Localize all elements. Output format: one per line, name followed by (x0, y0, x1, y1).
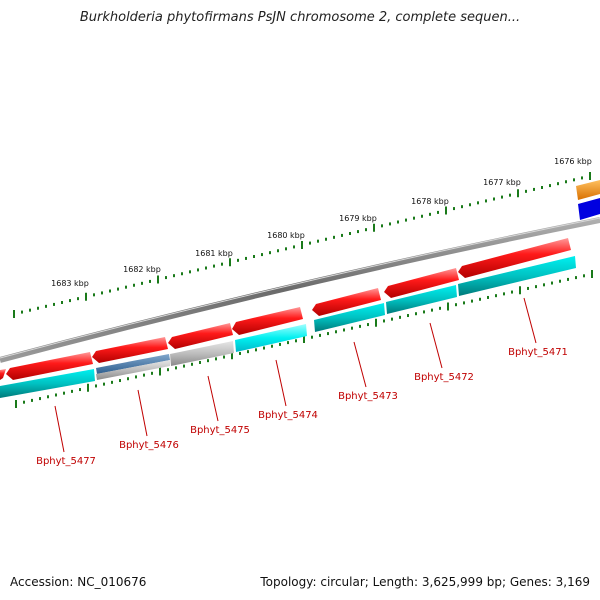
ruler-ticks-outer (13, 172, 591, 318)
map-title: Burkholderia phytofirmans PsJN chromosom… (79, 10, 521, 25)
gene-leader-line (353, 341, 367, 388)
kbp-tick-label: 1678 kbp (411, 197, 449, 206)
kbp-tick-label: 1676 kbp (554, 157, 592, 166)
gene-leader-line (54, 405, 65, 453)
cds-arrow[interactable] (168, 323, 233, 349)
gene-bar[interactable] (96, 354, 170, 374)
gene-leader-line (523, 297, 537, 344)
kbp-tick-label: 1683 kbp (51, 279, 89, 288)
gene-label[interactable]: Bphyt_5476 (119, 440, 179, 451)
kbp-tick-label: 1677 kbp (483, 178, 521, 187)
kbp-tick-label: 1681 kbp (195, 249, 233, 258)
kbp-tick-label: 1682 kbp (123, 265, 161, 274)
cds-arrow[interactable] (232, 307, 303, 335)
accession-label: Accession: NC_010676 (10, 575, 147, 589)
gene-label[interactable]: Bphyt_5475 (190, 425, 250, 436)
gene-bar[interactable] (0, 369, 95, 398)
cds-arrow[interactable] (6, 352, 93, 380)
gene-leader-line (429, 322, 443, 369)
gene-track (0, 256, 576, 398)
sequence-summary: Topology: circular; Length: 3,625,999 bp… (260, 575, 590, 589)
gene-label[interactable]: Bphyt_5471 (508, 347, 568, 358)
ruler-labels: 1676 kbp 1677 kbp 1678 kbp 1679 kbp 1680 kbp… (51, 157, 592, 288)
gene-bar[interactable] (170, 341, 234, 366)
kbp-tick-label: 1680 kbp (267, 231, 305, 240)
gene-label[interactable]: Bphyt_5474 (258, 410, 318, 421)
gene-leader-line (275, 359, 287, 407)
gene-label[interactable]: Bphyt_5473 (338, 391, 398, 402)
kbp-tick-label: 1679 kbp (339, 214, 377, 223)
gene-bar[interactable] (386, 285, 457, 314)
genome-backbone (0, 217, 600, 363)
blue-feature[interactable] (578, 198, 600, 220)
gene-leader-line (207, 375, 219, 422)
ruler-ticks-inner (15, 270, 593, 408)
gene-labels: Bphyt_5471 Bphyt_5472 Bphyt_5473 Bphyt_5474… (36, 297, 568, 467)
gene-bar[interactable] (96, 360, 170, 380)
genome-backbone-highlight (0, 217, 600, 359)
gene-bar[interactable] (458, 256, 576, 296)
cds-arrow[interactable] (312, 288, 381, 316)
gene-label[interactable]: Bphyt_5477 (36, 456, 96, 467)
gene-label[interactable]: Bphyt_5472 (414, 372, 474, 383)
orange-feature[interactable] (576, 180, 600, 200)
gene-bar[interactable] (235, 324, 307, 352)
cds-arrow[interactable] (458, 238, 571, 278)
gene-leader-line (137, 389, 148, 437)
cds-arrow[interactable] (92, 337, 168, 363)
gene-bar[interactable] (314, 303, 385, 332)
cds-arrow[interactable] (384, 268, 459, 298)
cds-track (0, 238, 571, 380)
cds-arrow[interactable] (0, 369, 6, 380)
